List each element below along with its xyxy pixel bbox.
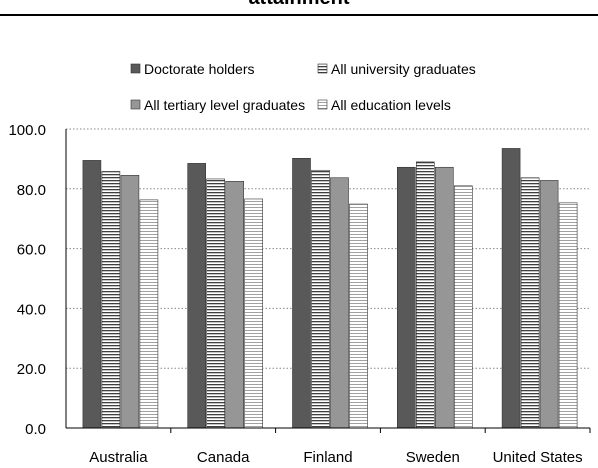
y-axis-ticks: 0.0 20.0 40.0 60.0 80.0 100.0 (8, 122, 46, 438)
x-axis-labels: Australia Canada Finland Sweden United State… (89, 449, 582, 466)
bar-doctorate-holders-united-states (501, 148, 521, 429)
legend: Doctorate holders All university graduate… (130, 61, 476, 113)
y-tick-label: 60.0 (17, 242, 46, 259)
bars (82, 148, 578, 429)
bar-doctorate-holders-australia (82, 160, 102, 429)
y-tick-label: 100.0 (8, 122, 46, 139)
bar-all-university-graduates-sweden (415, 161, 435, 429)
x-axis (65, 129, 591, 433)
x-tick-label: United States (493, 449, 583, 466)
y-tick-label: 40.0 (17, 301, 46, 318)
legend-swatch-doctorate-holders (130, 63, 141, 74)
bar-doctorate-holders-sweden (396, 166, 416, 429)
bar-all-tertiary-level-graduates-sweden (434, 166, 454, 429)
bar-all-tertiary-level-graduates-united-states (539, 180, 559, 429)
x-tick-label: Sweden (406, 449, 460, 466)
bar-all-university-graduates-canada (206, 178, 225, 429)
legend-label: All university graduates (331, 61, 476, 77)
x-tick-label: Finland (303, 449, 352, 466)
bar-all-education-levels-australia (139, 199, 159, 429)
bar-all-university-graduates-australia (101, 171, 121, 429)
legend-swatch-all-university-graduates (317, 63, 328, 74)
legend-swatch-all-tertiary-level-graduates (130, 99, 141, 110)
bar-all-tertiary-level-graduates-canada (225, 181, 244, 429)
legend-label: Doctorate holders (144, 61, 255, 77)
y-tick-label: 0.0 (25, 421, 46, 438)
x-tick-label: Canada (197, 449, 250, 466)
legend-swatch-all-education-levels (317, 99, 328, 110)
bar-all-education-levels-canada (244, 198, 263, 429)
title-rule (0, 14, 598, 16)
chart-title: attainment (0, 0, 598, 10)
x-tick-label: Australia (89, 449, 148, 466)
bar-all-university-graduates-finland (311, 169, 330, 429)
bar-all-university-graduates-united-states (520, 177, 540, 429)
bar-all-tertiary-level-graduates-australia (120, 175, 140, 429)
y-tick-label: 80.0 (17, 182, 46, 199)
bar-all-education-levels-united-states (558, 202, 578, 429)
bar-all-tertiary-level-graduates-finland (330, 177, 349, 429)
bar-all-education-levels-sweden (453, 185, 473, 429)
bar-doctorate-holders-canada (187, 163, 206, 429)
bar-all-education-levels-finland (349, 203, 368, 429)
legend-label: All education levels (331, 97, 451, 113)
legend-label: All tertiary level graduates (144, 97, 305, 113)
bar-doctorate-holders-finland (292, 158, 311, 429)
y-tick-label: 20.0 (17, 361, 46, 378)
